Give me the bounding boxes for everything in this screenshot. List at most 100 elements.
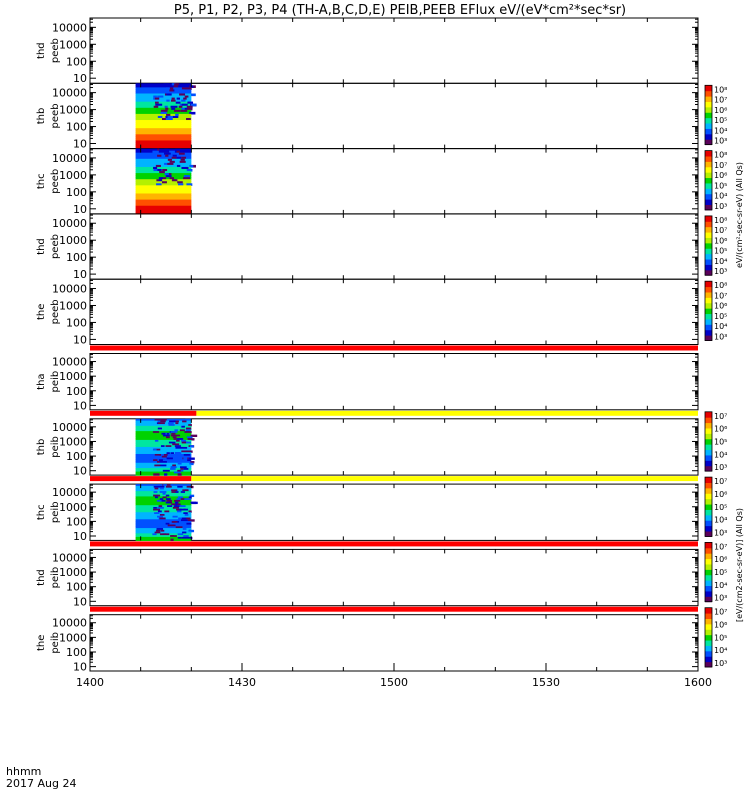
colorbar-frame [704, 476, 713, 537]
spectrogram-speckle [171, 432, 176, 436]
spectrogram-row [135, 183, 192, 186]
spectrogram-row [135, 140, 192, 144]
spectrogram-speckle [165, 107, 169, 111]
spectrogram-speckle [164, 162, 169, 166]
spectrogram-speckle [163, 109, 168, 113]
colorbar-swatch [705, 313, 712, 320]
spectrogram-row [135, 429, 192, 432]
y-tick-label: 10 [73, 661, 87, 674]
flag-bar-segment [90, 410, 197, 416]
colorbar-swatch [705, 449, 712, 456]
spectrogram-speckle [160, 418, 167, 422]
spectrogram-speckle [176, 510, 181, 513]
spectrogram-speckle [160, 445, 165, 448]
spectrogram-speckle [177, 533, 184, 536]
spectrogram-speckle [159, 517, 166, 520]
spectrogram-speckle [156, 461, 161, 464]
spectrogram-speckle [166, 93, 172, 97]
colorbar-tick-label: 10⁴ [714, 192, 727, 201]
spectrogram-speckle [181, 166, 188, 170]
spectrogram-speckle [190, 93, 196, 97]
spectrogram-speckle [175, 503, 181, 506]
colorbar-tick-label: 10⁸ [714, 216, 727, 225]
spectrogram-row [135, 195, 192, 199]
spectrogram-speckle [184, 107, 189, 111]
spectrogram-row [135, 146, 192, 150]
colorbar-swatch [705, 308, 712, 315]
y-tick-label: 10 [73, 595, 87, 608]
colorbar-swatch [705, 96, 712, 102]
spectrogram-row [135, 508, 192, 512]
y-tick-label: 1000 [59, 501, 87, 514]
spectrogram-row [135, 156, 192, 160]
panel-species-label: peeb [50, 169, 61, 194]
colorbar-swatch [705, 650, 712, 657]
spectrogram-speckle [183, 468, 189, 471]
spectrogram-speckle [160, 464, 167, 467]
spectrogram-speckle [181, 156, 187, 160]
spectrogram-speckle [188, 529, 195, 533]
colorbar-swatch [705, 569, 712, 576]
spectrogram-row [135, 103, 192, 107]
y-tick-label: 1000 [59, 435, 87, 448]
panel-probe-label: tha [36, 373, 47, 389]
y-tick-label: 10000 [52, 421, 87, 434]
colorbar-swatch [705, 177, 712, 184]
spectrogram-speckle [166, 457, 173, 460]
spectrogram-speckle [154, 487, 159, 490]
colorbar-swatch [705, 112, 712, 119]
y-tick-label: 10 [73, 72, 87, 85]
spectrogram-speckle [153, 105, 159, 109]
spectrogram-speckle [173, 505, 178, 508]
colorbar-swatch [705, 514, 712, 521]
spectrogram-speckle [153, 95, 157, 99]
spectrogram-row [135, 93, 192, 97]
spectrogram-row [135, 164, 192, 168]
spectrogram-speckle [153, 508, 161, 512]
spectrogram-speckle [181, 99, 186, 103]
spectrogram-row [135, 209, 192, 213]
spectrogram-row [135, 450, 192, 453]
spectrogram-speckle [158, 459, 166, 462]
spectrogram-speckle [153, 494, 161, 498]
spectrogram-speckle [152, 431, 160, 434]
colorbar-swatch [705, 269, 712, 276]
spectrogram-speckle [171, 156, 177, 160]
spectrogram-speckle [170, 466, 177, 469]
panel-frame [89, 17, 699, 84]
spectrogram-row [135, 199, 192, 203]
spectrogram-speckle [169, 87, 174, 91]
spectrogram-speckle [176, 164, 181, 168]
spectrogram-speckle [170, 452, 175, 455]
spectrogram-speckle [171, 503, 176, 506]
panel-probe-label: the [36, 635, 47, 651]
spectrogram-speckle [181, 536, 188, 540]
colorbar-tick-label: 10³ [714, 202, 727, 211]
spectrogram-speckle [171, 83, 176, 86]
colorbar-frame [704, 84, 713, 146]
flag-bar-segment [90, 345, 698, 351]
spectrogram-speckle [162, 469, 170, 473]
spectrogram-speckle [174, 83, 180, 86]
spectrogram-speckle [162, 434, 170, 437]
spectrogram-row [135, 515, 192, 519]
colorbar-swatch [705, 101, 712, 108]
spectrogram-speckle [188, 496, 192, 499]
spectrogram-speckle [184, 514, 189, 517]
spectrogram-row [135, 87, 192, 91]
spectrogram-speckle [186, 522, 192, 526]
spectrogram-speckle [160, 521, 164, 524]
spectrogram-speckle [152, 148, 158, 152]
spectrogram-row [135, 189, 192, 193]
colorbar-swatch [705, 133, 712, 140]
colorbar-swatch [705, 193, 712, 200]
spectrogram-speckle [160, 461, 167, 464]
colorbar-swatch [705, 253, 712, 260]
spectrogram-speckle [186, 87, 192, 91]
spectrogram-speckle [161, 529, 165, 533]
colorbar-swatch [705, 123, 712, 129]
spectrogram-speckle [180, 498, 186, 501]
y-tick-label: 10 [73, 465, 87, 478]
